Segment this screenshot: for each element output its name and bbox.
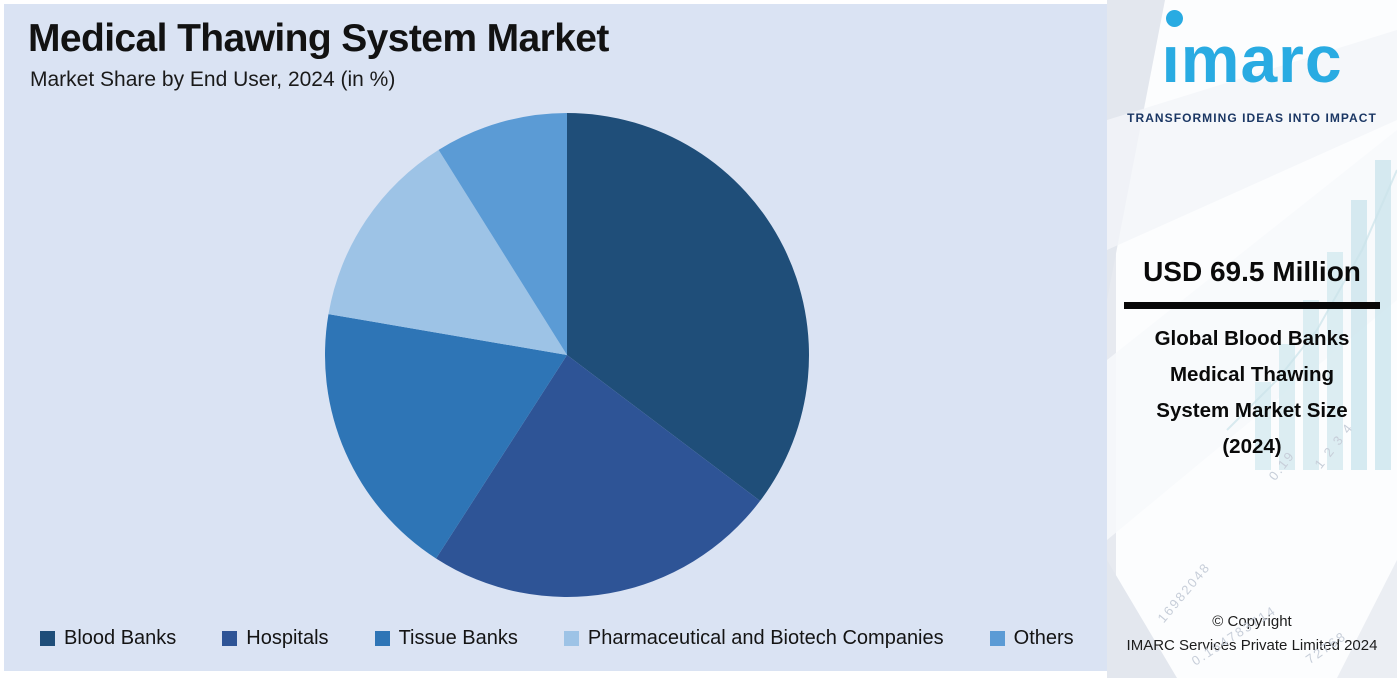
market-value-headline: USD 69.5 Million xyxy=(1143,256,1361,287)
market-size-label-line: System Market Size xyxy=(1156,399,1348,422)
market-size-label-line: Global Blood Banks xyxy=(1154,327,1350,350)
legend-item-others: Others xyxy=(989,627,1074,650)
imarc-logo: ımarc xyxy=(1107,10,1397,92)
legend-label: Hospitals xyxy=(246,627,329,649)
pie-slice-others xyxy=(438,113,567,355)
legend-swatch-icon xyxy=(374,631,390,646)
legend-item-blood-banks: Blood Banks xyxy=(40,627,176,650)
sidebar-content: ımarc TRANSFORMING IDEAS INTO IMPACT USD… xyxy=(1107,0,1397,678)
imarc-logo-text: ımarc xyxy=(1161,22,1343,96)
legend-swatch-icon xyxy=(40,631,55,646)
pie-slice-hospitals xyxy=(436,355,761,597)
pie-slice-tissue-banks xyxy=(325,314,567,559)
copyright-notice: © Copyright IMARC Services Private Limit… xyxy=(1107,610,1397,658)
market-size-label: Global Blood Banks Medical Thawing System … xyxy=(1107,321,1397,465)
chart-subtitle: Market Share by End User, 2024 (in %) xyxy=(30,68,396,91)
legend-label: Tissue Banks xyxy=(398,627,518,649)
market-size-label-line: Medical Thawing xyxy=(1169,363,1335,386)
pie-slice-pharmaceutical-and-biotech-companies xyxy=(328,149,567,355)
imarc-logo-dot-icon xyxy=(1166,10,1184,27)
copyright-line2: IMARC Services Private Limited 2024 xyxy=(1126,637,1378,654)
brand-sidebar: ımarc TRANSFORMING IDEAS INTO IMPACT USD… xyxy=(1107,0,1397,678)
headline-divider xyxy=(1124,302,1380,309)
pie-chart xyxy=(325,113,809,597)
legend-item-pharmaceutical-and-biotech-companies: Pharmaceutical and Biotech Companies xyxy=(563,627,944,650)
copyright-line1: © Copyright xyxy=(1212,613,1292,630)
pie-slice-blood-banks xyxy=(567,113,809,501)
legend-label: Others xyxy=(1013,627,1074,649)
legend-swatch-icon xyxy=(563,631,579,646)
page-title: Medical Thawing System Market xyxy=(28,17,609,60)
legend-swatch-icon xyxy=(989,631,1005,646)
legend-label: Pharmaceutical and Biotech Companies xyxy=(587,627,944,649)
chart-legend: Blood Banks Hospitals Tissue Banks Pharmace… xyxy=(40,627,1074,650)
legend-item-hospitals: Hospitals xyxy=(222,627,329,650)
chart-panel: Medical Thawing System Market Market Sha… xyxy=(4,4,1107,671)
legend-label: Blood Banks xyxy=(64,627,177,649)
market-size-label-line: (2024) xyxy=(1222,435,1282,458)
legend-swatch-icon xyxy=(222,631,238,646)
imarc-tagline: TRANSFORMING IDEAS INTO IMPACT xyxy=(1127,111,1377,125)
legend-item-tissue-banks: Tissue Banks xyxy=(374,627,518,650)
sidebar-watermark-graphic xyxy=(1107,0,1397,678)
